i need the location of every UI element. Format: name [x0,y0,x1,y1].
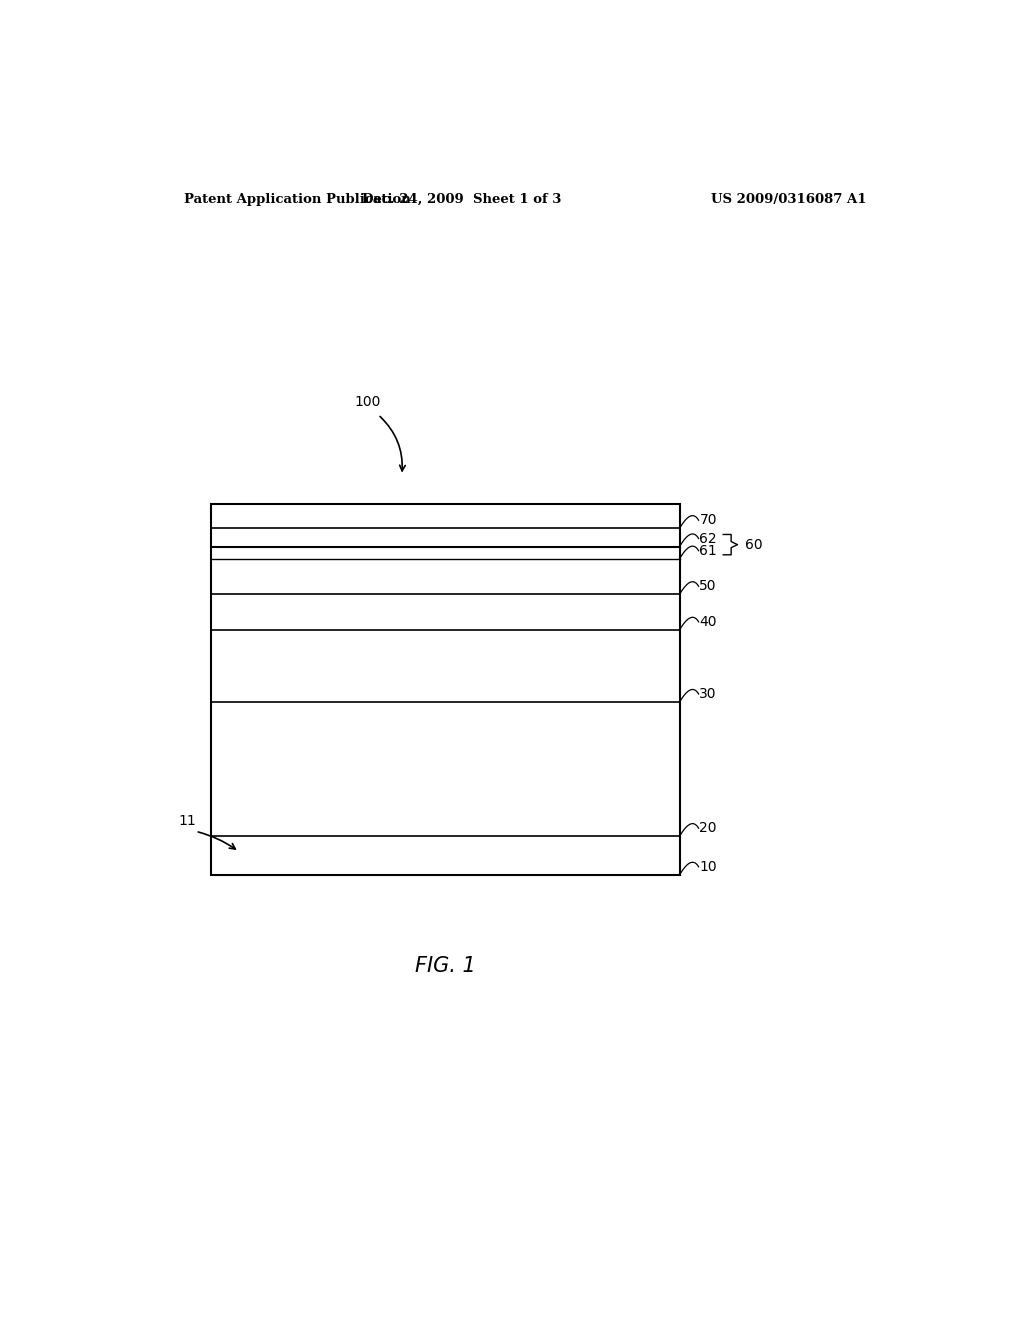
Text: 62: 62 [699,532,717,545]
Text: 70: 70 [699,513,717,527]
Text: 61: 61 [699,544,717,558]
Text: 11: 11 [178,814,196,828]
Text: 60: 60 [745,537,763,552]
Text: 40: 40 [699,615,717,628]
Text: US 2009/0316087 A1: US 2009/0316087 A1 [711,193,866,206]
Text: 20: 20 [699,821,717,836]
Text: 100: 100 [354,395,381,409]
Text: 50: 50 [699,579,717,593]
Bar [211,504,680,875]
Text: Dec. 24, 2009  Sheet 1 of 3: Dec. 24, 2009 Sheet 1 of 3 [361,193,561,206]
Text: FIG. 1: FIG. 1 [415,957,476,977]
Text: Patent Application Publication: Patent Application Publication [183,193,411,206]
Text: 10: 10 [699,859,717,874]
Text: 30: 30 [699,686,717,701]
